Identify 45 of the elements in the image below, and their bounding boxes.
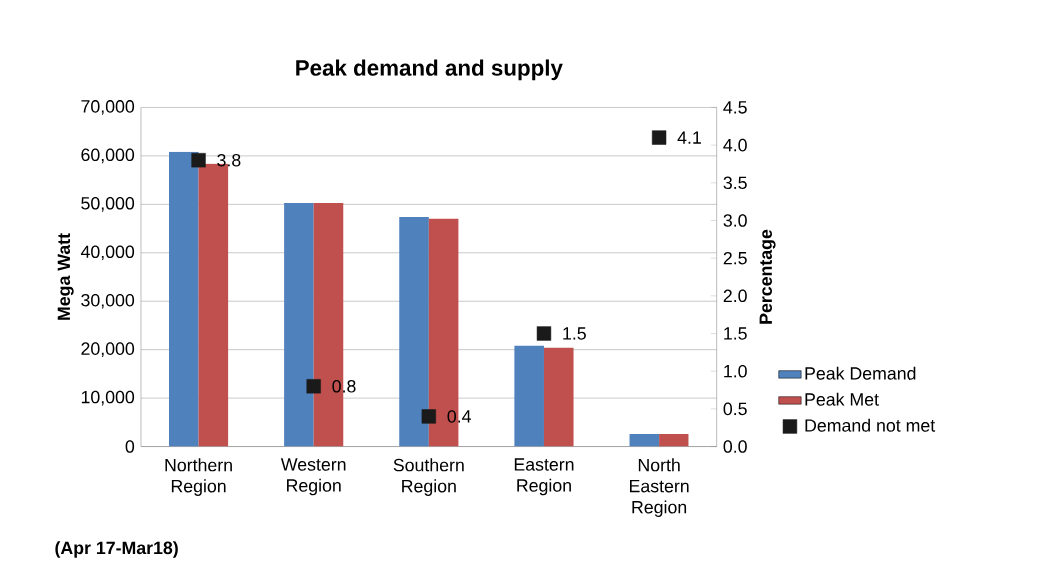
bar xyxy=(543,347,574,447)
data-label: 4.1 xyxy=(677,131,701,144)
y-tick-label: 70,000 xyxy=(81,100,135,115)
y2-tick-label: 2.0 xyxy=(723,289,747,303)
data-label: 1.5 xyxy=(563,327,586,340)
y2-tick-label: 4.0 xyxy=(723,138,747,152)
bar xyxy=(284,203,314,447)
legend-label: Peak Demand xyxy=(805,366,916,380)
x-tick-label: Eastern Region xyxy=(514,458,574,496)
y2-tick-label: 4.5 xyxy=(723,101,747,114)
y-axis-title: Mega Watt xyxy=(57,233,74,320)
x-tick-label: Western Region xyxy=(280,458,346,496)
point xyxy=(651,130,667,145)
bar xyxy=(629,434,660,447)
legend-label: Demand not met xyxy=(805,418,936,432)
y2-tick-label: 2.5 xyxy=(723,252,747,265)
x-tick-label: Northern Region xyxy=(165,458,232,497)
y2-tick-label: 0.0 xyxy=(723,440,747,453)
point xyxy=(306,379,321,394)
data-label: 3.8 xyxy=(217,154,241,167)
bar xyxy=(399,217,429,447)
y-tick-label: 40,000 xyxy=(80,245,135,261)
y-tick-label: 20,000 xyxy=(81,342,135,358)
y-tick-label: 50,000 xyxy=(81,197,135,212)
x-tick-label: North Eastern Region xyxy=(629,458,689,518)
point xyxy=(191,153,206,168)
y-tick-label: 60,000 xyxy=(81,148,135,164)
x-tick-label: Southern Region xyxy=(393,458,464,497)
y2-tick-label: 3.5 xyxy=(723,176,747,190)
chart-title: Peak demand and supply xyxy=(296,59,563,81)
y-tick-label: 10,000 xyxy=(81,390,135,406)
legend-label: Peak Met xyxy=(805,392,879,406)
y2-axis-title: Percentage xyxy=(759,229,776,324)
point xyxy=(536,326,552,341)
y2-tick-label: 3.0 xyxy=(723,214,747,227)
y2-tick-label: 1.5 xyxy=(724,327,747,340)
y2-tick-label: 1.0 xyxy=(724,365,747,378)
y-tick-label: 30,000 xyxy=(81,294,135,309)
bar xyxy=(514,345,544,447)
point xyxy=(421,409,436,424)
bar xyxy=(168,151,199,447)
y2-tick-label: 0.5 xyxy=(723,402,747,416)
text: (Apr 17-Mar18) xyxy=(55,541,178,558)
bar xyxy=(659,434,689,447)
y-tick-label: 0 xyxy=(125,440,135,453)
